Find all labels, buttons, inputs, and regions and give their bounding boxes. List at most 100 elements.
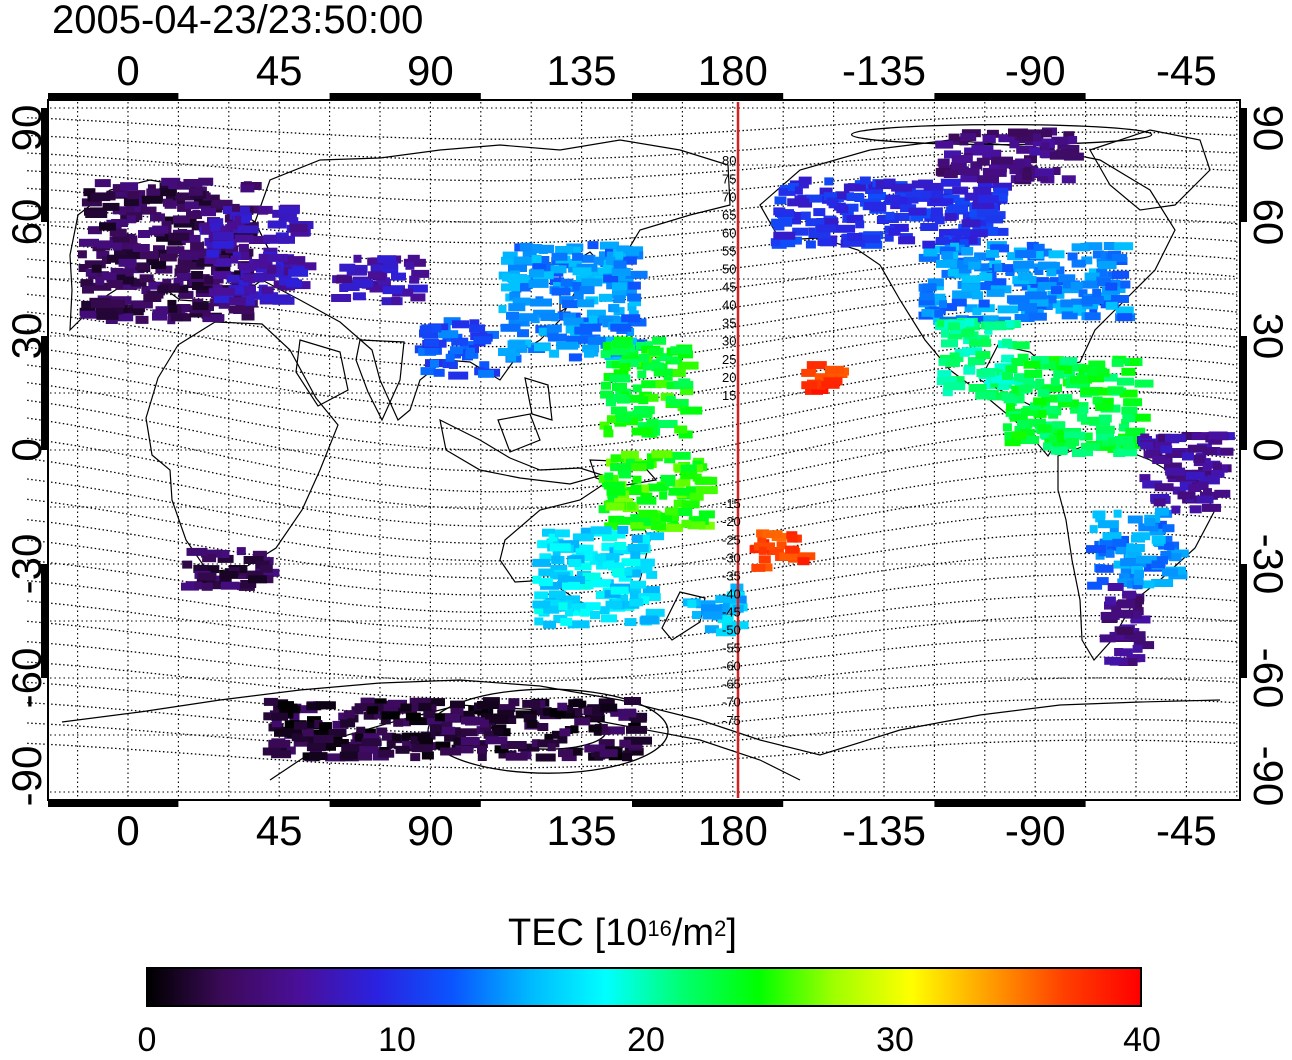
tec-cell [681,500,700,509]
tec-cell [558,749,573,758]
tec-cell [405,712,421,721]
tec-cell [625,270,648,279]
tec-cell [1002,423,1012,432]
magnetic-contour [27,635,1237,683]
tec-cell [127,191,139,200]
tec-cell [641,596,650,605]
tec-cell [278,235,295,244]
tec-cell [581,254,596,263]
tec-cell [941,251,954,260]
tec-cell [922,240,936,249]
tec-cell [921,308,931,317]
tec-cell [278,213,297,222]
tec-cell [1162,568,1178,577]
tec-cell [626,725,647,734]
frame-right-bar [1240,336,1247,450]
tec-cell [508,318,530,327]
tec-cell [943,382,966,391]
tec-cell [1004,438,1021,447]
tec-cell [181,234,201,243]
tec-cell [688,516,709,525]
tec-cell [1050,446,1068,455]
dateline-label: 40 [722,298,736,313]
tec-cell [105,316,118,324]
tec-cell [168,304,178,313]
dateline-label: 50 [722,262,736,277]
tec-cell [939,246,956,255]
tec-cell [532,244,555,253]
tec-cell [1002,338,1012,347]
tec-cell [969,209,982,218]
tec-cell [1019,429,1035,437]
tec-cell [631,534,643,543]
tec-cell [528,279,549,288]
tec-cell [643,517,662,526]
frame-top-bar [48,93,179,100]
tec-cell [1117,313,1133,322]
colorbar-title: TEC [1016/m2] [508,910,737,956]
tec-cell [382,732,396,741]
tec-cell [833,202,846,211]
tec-cell [1121,367,1136,376]
tec-cell [1150,493,1170,502]
right-lat-label: 0 [1245,438,1292,461]
tec-cell [112,242,122,251]
tec-cell [286,279,303,288]
tec-cell [220,581,240,590]
tec-cell [669,399,689,407]
colorbar [146,967,1142,1007]
tec-cell [182,261,204,270]
tec-cell [823,192,837,201]
tec-cell [1140,433,1150,442]
tec-cell [441,726,456,735]
tec-cell [1026,241,1039,250]
tec-cell [1056,365,1072,374]
tec-cell [183,179,203,187]
tec-cell [797,557,810,566]
tec-cell [1096,367,1107,376]
tec-cell [339,263,356,272]
tec-cell [234,252,250,260]
tec-cell [557,735,568,744]
tec-cell [626,569,641,578]
tec-cell [473,336,492,345]
tec-cell [952,290,974,299]
tec-cell [152,225,169,234]
tec-cell [861,240,883,249]
tec-cell [1187,444,1207,453]
tec-cell [609,374,631,383]
tec-cell [1043,442,1059,451]
tec-cell [1028,418,1046,427]
tec-cell [219,575,232,584]
tec-cell [575,544,594,553]
tec-cell [477,753,487,761]
tec-cell [616,395,630,404]
tec-cell [502,251,518,260]
tec-cell [1196,495,1214,504]
tec-cell [614,542,627,550]
tec-cell [1095,403,1114,411]
tec-cell [1070,375,1092,384]
tec-cell [988,226,999,235]
tec-cell [638,593,661,602]
tec-cell [766,547,784,555]
tec-cell [159,253,177,262]
tec-cell [905,189,924,198]
tec-cell [948,133,960,142]
tec-cell [1138,523,1159,532]
tec-cell [1151,560,1166,569]
tec-cell [522,248,537,257]
tec-cell [328,729,347,737]
tec-cell [931,190,944,199]
dateline-label: 80 [722,153,736,168]
tec-cell [543,599,561,608]
tec-cell [530,298,552,307]
tec-cell [1025,435,1037,444]
tec-cell [204,565,220,574]
tec-cell [947,322,960,331]
dateline-label: -70 [722,695,741,710]
tec-cell [210,223,221,232]
tec-cell [1130,358,1140,366]
tec-cell [630,585,641,594]
tec-cell [613,295,626,304]
